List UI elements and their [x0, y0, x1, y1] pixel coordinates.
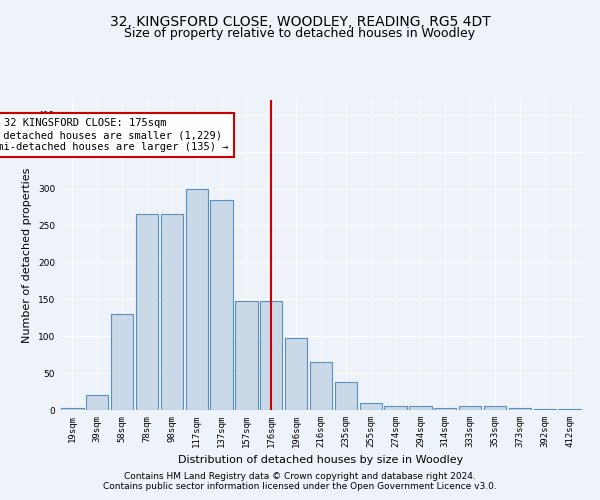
- Bar: [285, 338, 307, 410]
- Bar: [310, 362, 332, 410]
- Bar: [86, 395, 109, 410]
- Bar: [185, 188, 208, 410]
- Bar: [161, 214, 183, 410]
- Bar: [359, 404, 382, 410]
- Text: Contains public sector information licensed under the Open Government Licence v3: Contains public sector information licen…: [103, 482, 497, 491]
- Bar: [235, 301, 257, 410]
- Bar: [335, 382, 357, 410]
- Bar: [260, 301, 283, 410]
- Bar: [111, 314, 133, 410]
- Bar: [385, 406, 407, 410]
- Bar: [211, 200, 233, 410]
- Text: 32 KINGSFORD CLOSE: 175sqm
← 90% of detached houses are smaller (1,229)
10% of s: 32 KINGSFORD CLOSE: 175sqm ← 90% of deta…: [0, 118, 229, 152]
- Bar: [509, 408, 531, 410]
- Bar: [136, 214, 158, 410]
- Text: Contains HM Land Registry data © Crown copyright and database right 2024.: Contains HM Land Registry data © Crown c…: [124, 472, 476, 481]
- Bar: [409, 406, 431, 410]
- Text: Size of property relative to detached houses in Woodley: Size of property relative to detached ho…: [124, 28, 476, 40]
- Text: 32, KINGSFORD CLOSE, WOODLEY, READING, RG5 4DT: 32, KINGSFORD CLOSE, WOODLEY, READING, R…: [110, 15, 490, 29]
- X-axis label: Distribution of detached houses by size in Woodley: Distribution of detached houses by size …: [178, 456, 464, 466]
- Bar: [434, 408, 457, 410]
- Bar: [484, 406, 506, 410]
- Y-axis label: Number of detached properties: Number of detached properties: [22, 168, 32, 342]
- Bar: [61, 408, 83, 410]
- Bar: [459, 406, 481, 410]
